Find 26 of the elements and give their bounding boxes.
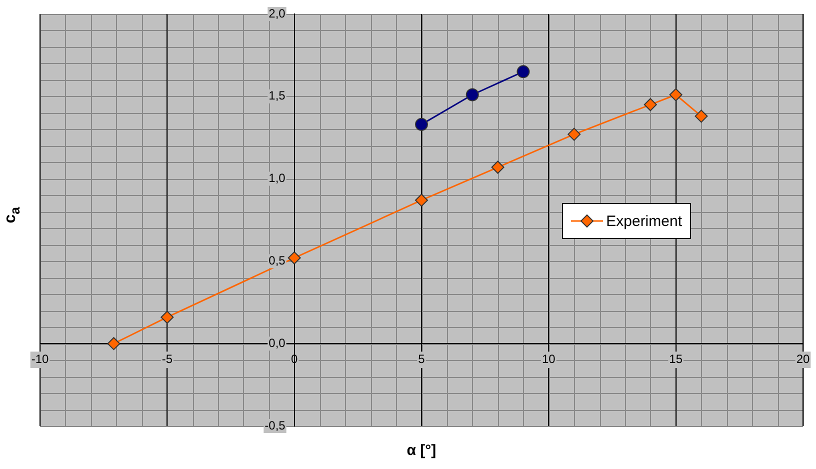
x-tick-label: 15: [669, 352, 683, 366]
point: [466, 88, 479, 102]
x-tick-label: -5: [162, 352, 173, 366]
point: [160, 310, 174, 324]
x-tick-label: -10: [31, 352, 49, 366]
legend-label: Experiment: [606, 212, 682, 230]
y-tick-label: 1,5: [268, 88, 286, 103]
point: [516, 65, 530, 78]
point: [491, 160, 504, 174]
y-tick-label: 1,0: [268, 171, 286, 186]
point: [669, 88, 682, 102]
point: [288, 251, 301, 264]
point: [415, 194, 428, 207]
point: [694, 110, 708, 123]
x-tick-label: 10: [542, 352, 556, 366]
y-tick-label: 2,0: [268, 6, 286, 20]
y-tick-label: 0,0: [268, 336, 286, 350]
point: [415, 118, 428, 131]
x-tick-label: 20: [796, 352, 810, 366]
point: [568, 128, 581, 141]
y-tick-label: -0,5: [264, 418, 286, 432]
x-axis-title: α [°]: [406, 442, 438, 459]
x-tick-label: 5: [418, 352, 426, 366]
point: [107, 337, 120, 350]
point: [644, 98, 657, 112]
y-tick-label: 0,5: [268, 254, 286, 268]
